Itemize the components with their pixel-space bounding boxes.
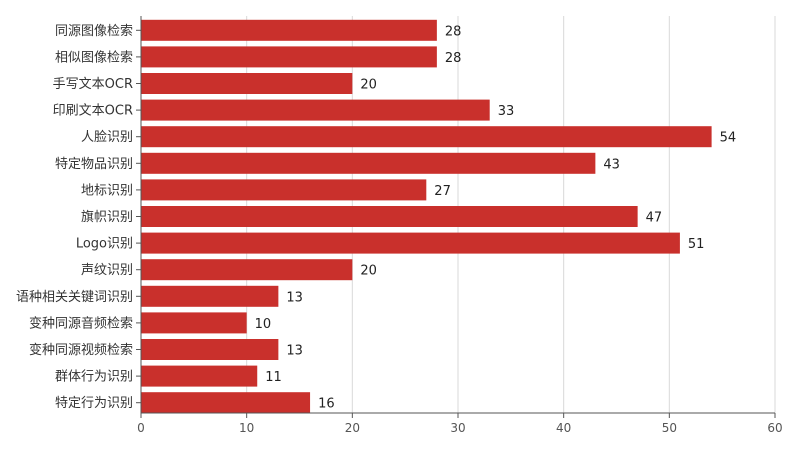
category-label: 特定行为识别 bbox=[55, 396, 133, 411]
bar[interactable] bbox=[141, 46, 437, 68]
x-tick-label: 60 bbox=[767, 421, 782, 435]
value-label: 47 bbox=[646, 211, 663, 226]
value-label: 54 bbox=[720, 131, 737, 146]
category-label: 变种同源音频检索 bbox=[29, 315, 133, 331]
category-label: 相似图像检索 bbox=[55, 50, 133, 65]
bar[interactable] bbox=[141, 312, 247, 334]
x-tick-label: 0 bbox=[137, 421, 145, 435]
bar[interactable] bbox=[141, 73, 353, 94]
bar[interactable] bbox=[141, 179, 427, 201]
bar[interactable] bbox=[141, 392, 311, 414]
bar[interactable] bbox=[141, 285, 279, 307]
bar[interactable] bbox=[141, 19, 437, 41]
value-label: 33 bbox=[498, 104, 515, 119]
x-tick-label: 10 bbox=[239, 421, 254, 435]
category-label: 同源图像检索 bbox=[55, 24, 133, 39]
x-tick-label: 50 bbox=[662, 421, 677, 435]
value-label: 11 bbox=[265, 370, 282, 385]
value-label: 28 bbox=[445, 51, 462, 66]
value-label: 27 bbox=[434, 184, 451, 199]
value-label: 28 bbox=[445, 24, 462, 39]
bar[interactable] bbox=[141, 126, 712, 148]
category-label: 旗帜识别 bbox=[81, 209, 133, 225]
category-label: Logo识别 bbox=[76, 237, 133, 252]
x-tick-label: 30 bbox=[450, 421, 465, 435]
category-label: 语种相关关键词识别 bbox=[16, 290, 133, 305]
category-label: 地标识别 bbox=[81, 183, 133, 198]
bar[interactable] bbox=[141, 232, 680, 254]
category-label: 人脸识别 bbox=[81, 130, 133, 145]
category-label: 变种同源视频检索 bbox=[29, 342, 133, 358]
bar[interactable] bbox=[141, 259, 353, 281]
x-tick-label: 20 bbox=[345, 421, 360, 435]
category-label: 群体行为识别 bbox=[55, 370, 133, 385]
value-label: 20 bbox=[360, 264, 377, 279]
axis-layer bbox=[136, 16, 776, 418]
bar-layer bbox=[141, 19, 712, 414]
label-layer: 0 10 20 30 40 50 60 同源图像检索 28 相似图像检索 28 手写文本OCR 20 印刷… bbox=[16, 24, 783, 435]
bar[interactable] bbox=[141, 365, 258, 387]
category-label: 印刷文本OCR bbox=[53, 104, 133, 119]
bar[interactable] bbox=[141, 339, 279, 360]
category-label: 特定物品识别 bbox=[55, 157, 133, 172]
value-label: 51 bbox=[688, 237, 705, 252]
x-tick-label: 40 bbox=[556, 421, 571, 435]
value-label: 43 bbox=[603, 157, 620, 172]
bar[interactable] bbox=[141, 99, 490, 121]
value-label: 16 bbox=[318, 397, 335, 412]
category-label: 手写文本OCR bbox=[53, 77, 133, 92]
value-label: 13 bbox=[286, 344, 303, 359]
value-label: 10 bbox=[255, 317, 272, 332]
bar[interactable] bbox=[141, 206, 638, 227]
bar[interactable] bbox=[141, 152, 596, 174]
value-label: 20 bbox=[360, 78, 377, 93]
category-label: 声纹识别 bbox=[81, 263, 133, 278]
value-label: 13 bbox=[286, 290, 303, 305]
